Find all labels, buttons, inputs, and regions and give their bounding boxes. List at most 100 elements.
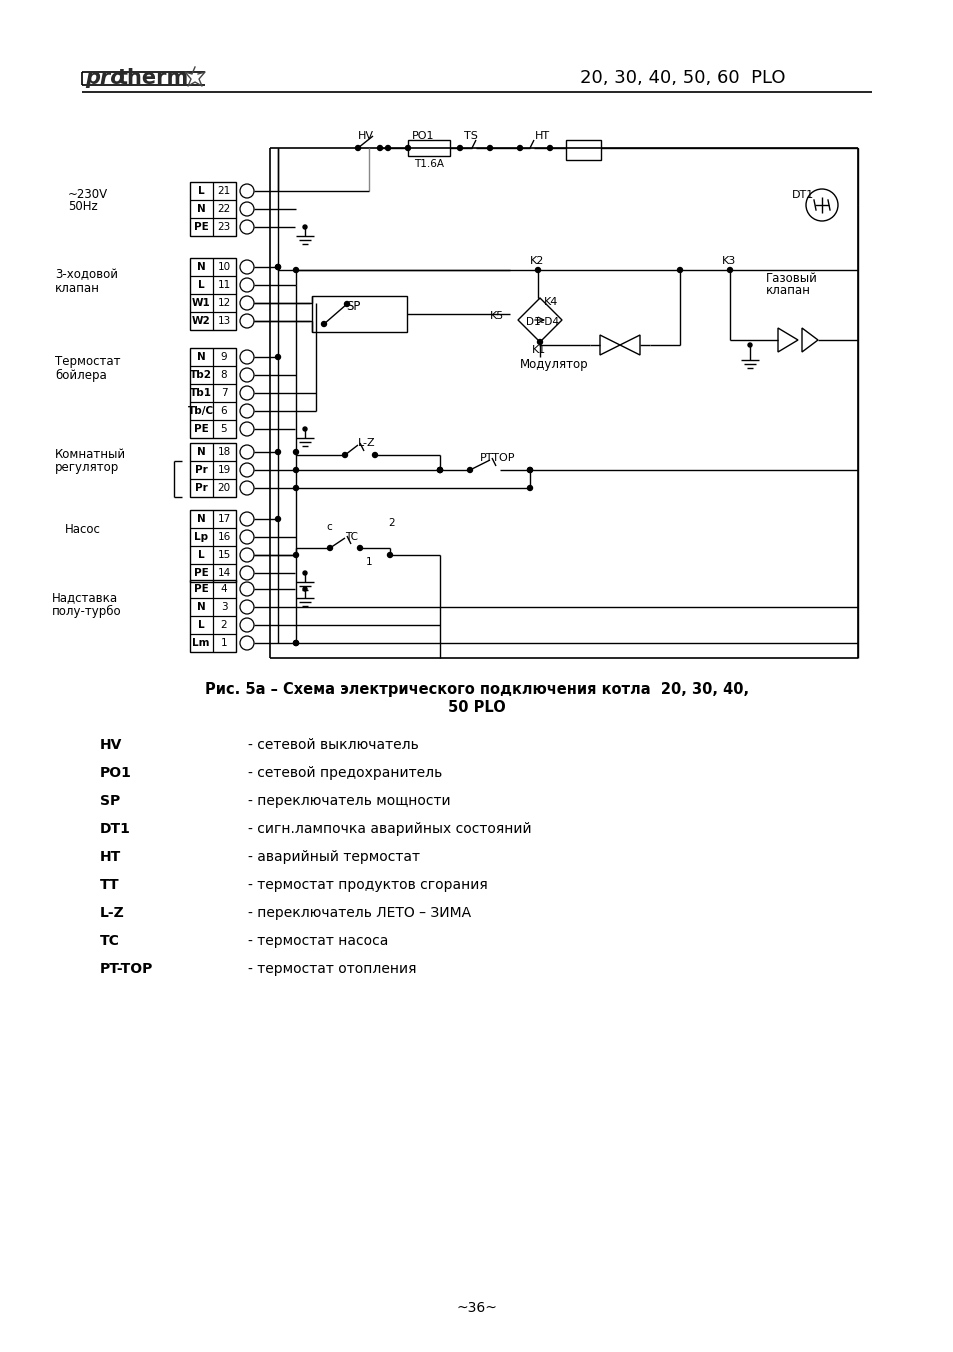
Circle shape: [547, 146, 552, 150]
Circle shape: [747, 343, 751, 347]
Text: 21: 21: [217, 187, 231, 196]
Text: 16: 16: [217, 531, 231, 542]
Text: 8: 8: [220, 370, 227, 380]
Circle shape: [327, 545, 333, 550]
Text: TC: TC: [345, 531, 357, 542]
Text: N: N: [196, 602, 205, 612]
Text: 22: 22: [217, 204, 231, 214]
Text: 20, 30, 40, 50, 60  PLO: 20, 30, 40, 50, 60 PLO: [579, 69, 784, 87]
Circle shape: [321, 322, 326, 326]
Text: 1: 1: [220, 638, 227, 648]
Text: Насос: Насос: [65, 523, 101, 537]
Text: 19: 19: [217, 465, 231, 475]
Circle shape: [372, 453, 377, 457]
Text: клапан: клапан: [765, 284, 810, 297]
Text: pro: pro: [85, 68, 125, 88]
Text: Lp: Lp: [193, 531, 208, 542]
Text: HT: HT: [100, 850, 121, 864]
Text: клапан: клапан: [55, 281, 100, 295]
Text: DT1: DT1: [100, 822, 131, 836]
Circle shape: [275, 449, 280, 454]
Circle shape: [303, 224, 307, 228]
Text: N: N: [196, 204, 205, 214]
Text: 2: 2: [220, 621, 227, 630]
Text: L-Z: L-Z: [357, 438, 375, 448]
Circle shape: [437, 468, 442, 472]
Text: 50Hz: 50Hz: [68, 200, 97, 214]
Text: L: L: [197, 550, 204, 560]
Circle shape: [294, 468, 298, 472]
Text: 15: 15: [217, 550, 231, 560]
Text: 5: 5: [220, 425, 227, 434]
Text: T1.6A: T1.6A: [414, 160, 443, 169]
Text: Tb2: Tb2: [190, 370, 212, 380]
Circle shape: [387, 553, 392, 557]
Text: - аварийный термостат: - аварийный термостат: [248, 850, 419, 864]
Text: HT: HT: [535, 131, 550, 141]
Text: N: N: [196, 352, 205, 362]
Text: Tb/C: Tb/C: [188, 406, 213, 416]
Text: 12: 12: [217, 297, 231, 308]
Text: HV: HV: [100, 738, 122, 752]
Text: PE: PE: [193, 584, 208, 594]
Bar: [408, 141, 450, 155]
Text: 9: 9: [220, 352, 227, 362]
Text: - сетевой выключатель: - сетевой выключатель: [248, 738, 418, 752]
Text: PE: PE: [193, 425, 208, 434]
Text: PO1: PO1: [412, 131, 434, 141]
Bar: [190, 258, 235, 330]
Text: W1: W1: [192, 297, 211, 308]
Text: полу-турбо: полу-турбо: [52, 604, 121, 618]
Text: c: c: [326, 522, 332, 531]
Circle shape: [294, 641, 298, 645]
Text: Надставка: Надставка: [52, 591, 118, 604]
Circle shape: [294, 449, 298, 454]
Text: N: N: [196, 514, 205, 525]
Text: - сетевой предохранитель: - сетевой предохранитель: [248, 767, 442, 780]
Circle shape: [294, 485, 298, 491]
Circle shape: [517, 146, 522, 150]
Text: Pr: Pr: [194, 483, 207, 493]
Text: DT1: DT1: [791, 191, 814, 200]
Text: - термостат продуктов сгорания: - термостат продуктов сгорания: [248, 877, 487, 892]
Text: - термостат отопления: - термостат отопления: [248, 963, 416, 976]
Text: SP: SP: [100, 794, 120, 808]
Text: D1-D4: D1-D4: [525, 316, 558, 327]
Circle shape: [303, 571, 307, 575]
Text: TS: TS: [463, 131, 477, 141]
Circle shape: [355, 146, 360, 150]
Text: 17: 17: [217, 514, 231, 525]
Bar: [190, 183, 235, 237]
Text: K1: K1: [532, 345, 546, 356]
Circle shape: [405, 146, 410, 150]
Circle shape: [275, 354, 280, 360]
Text: 7: 7: [220, 388, 227, 397]
Text: 50 PLO: 50 PLO: [448, 700, 505, 715]
Circle shape: [437, 468, 442, 472]
Text: therm: therm: [118, 68, 189, 88]
Text: 1: 1: [366, 557, 373, 566]
Text: TT: TT: [100, 877, 119, 892]
Circle shape: [344, 301, 349, 307]
Text: HV: HV: [357, 131, 374, 141]
Text: L: L: [197, 621, 204, 630]
Text: - переключатель мощности: - переключатель мощности: [248, 794, 450, 808]
Text: Газовый: Газовый: [765, 272, 817, 284]
Text: 20: 20: [217, 483, 231, 493]
Circle shape: [527, 485, 532, 491]
Text: 18: 18: [217, 448, 231, 457]
Text: Pr: Pr: [194, 465, 207, 475]
Text: 6: 6: [220, 406, 227, 416]
Bar: [312, 296, 407, 333]
Text: PO1: PO1: [100, 767, 132, 780]
Text: L: L: [197, 187, 204, 196]
Circle shape: [294, 641, 298, 645]
Bar: [190, 580, 235, 652]
Text: PT-TOP: PT-TOP: [100, 963, 153, 976]
Circle shape: [303, 427, 307, 431]
Text: 3-ходовой: 3-ходовой: [55, 269, 118, 281]
Circle shape: [527, 468, 532, 472]
Text: 23: 23: [217, 222, 231, 233]
Circle shape: [677, 268, 681, 273]
Bar: [190, 347, 235, 438]
